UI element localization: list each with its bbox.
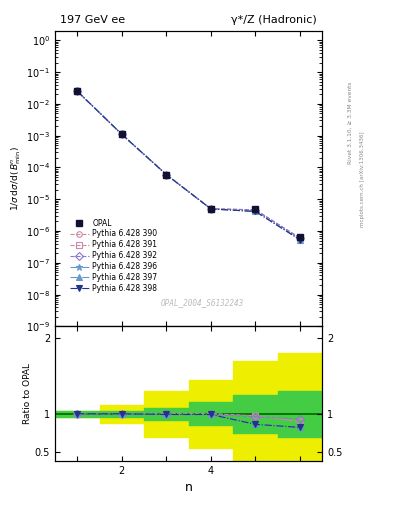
Text: 197 GeV ee: 197 GeV ee [61, 15, 125, 25]
Text: mcplots.cern.ch [arXiv:1306.3436]: mcplots.cern.ch [arXiv:1306.3436] [360, 132, 365, 227]
Legend: OPAL, Pythia 6.428 390, Pythia 6.428 391, Pythia 6.428 392, Pythia 6.428 396, Py: OPAL, Pythia 6.428 390, Pythia 6.428 391… [70, 219, 158, 293]
Y-axis label: Ratio to OPAL: Ratio to OPAL [23, 363, 32, 424]
X-axis label: n: n [185, 481, 193, 494]
Text: Rivet 3.1.10, ≥ 3.3M events: Rivet 3.1.10, ≥ 3.3M events [348, 81, 353, 164]
Text: γ*/Z (Hadronic): γ*/Z (Hadronic) [231, 15, 317, 25]
Y-axis label: $1/\sigma\,\mathrm{d}\sigma/\mathrm{d}(\,B^n_{\mathrm{min}}\,)$: $1/\sigma\,\mathrm{d}\sigma/\mathrm{d}(\… [10, 146, 23, 211]
Text: OPAL_2004_S6132243: OPAL_2004_S6132243 [160, 298, 244, 307]
